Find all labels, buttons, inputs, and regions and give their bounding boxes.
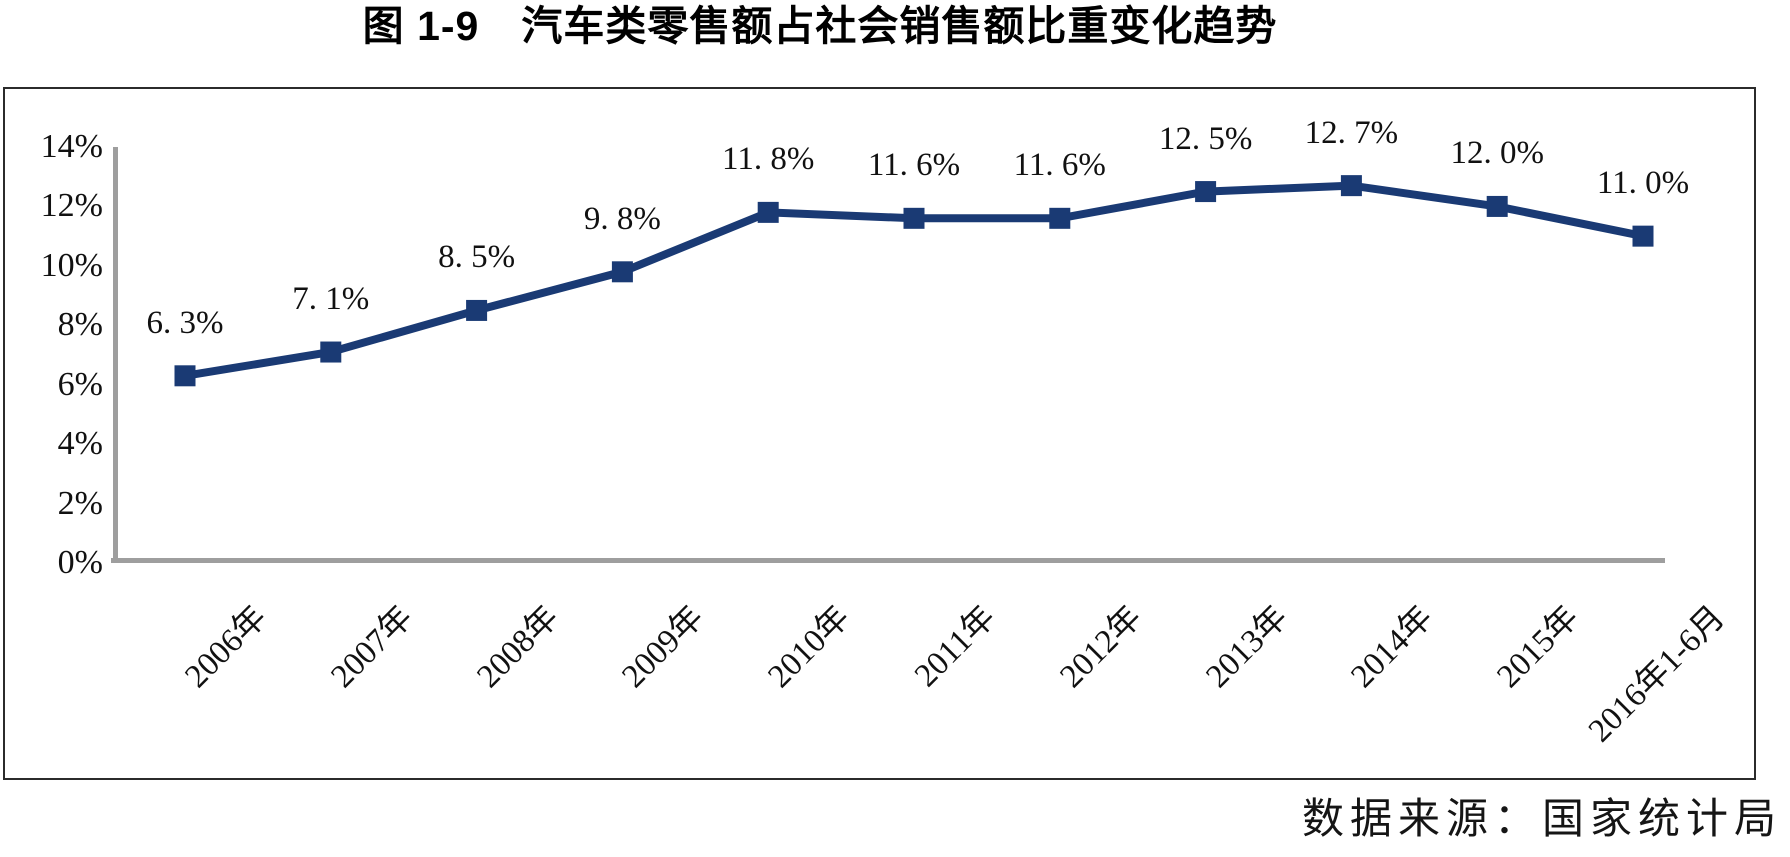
y-axis-line xyxy=(113,147,118,563)
data-point-marker xyxy=(1049,207,1071,229)
data-point-marker xyxy=(174,365,196,387)
y-tick-label: 8% xyxy=(57,306,103,344)
data-point-label: 6. 3% xyxy=(146,304,224,341)
data-point-marker xyxy=(611,261,633,283)
line-chart-plot xyxy=(111,147,1665,563)
figure-title: 图 1-9 汽车类零售额占社会销售额比重变化趋势 xyxy=(362,3,1278,49)
y-tick-label: 10% xyxy=(40,246,103,284)
source-note: 数据来源：国家统计局 xyxy=(1301,797,1782,843)
data-point-label: 11. 6% xyxy=(1013,147,1106,184)
data-point-marker xyxy=(757,201,779,223)
y-tick-label: 12% xyxy=(40,187,103,225)
data-point-marker xyxy=(1340,175,1362,197)
chart-frame: 0% 2% 4% 6% 8% 10% 12% 14% 6. 3% 7. 1% 8. 5% 9. 8%… xyxy=(3,87,1756,780)
y-tick-label: 6% xyxy=(57,365,103,403)
data-point-marker xyxy=(1632,225,1654,247)
data-point-label: 11. 0% xyxy=(1596,165,1690,202)
data-point-label: 8. 5% xyxy=(438,239,516,276)
data-point-marker xyxy=(903,207,925,229)
x-axis-line xyxy=(111,558,1665,563)
data-point-marker xyxy=(1195,181,1217,203)
data-point-marker xyxy=(1486,195,1508,217)
data-point-marker xyxy=(320,341,342,363)
data-point-label: 12. 0% xyxy=(1450,135,1544,172)
data-point-label: 11. 8% xyxy=(722,141,815,178)
data-point-label: 7. 1% xyxy=(292,281,370,318)
y-tick-label: 2% xyxy=(57,484,103,522)
data-point-label: 9. 8% xyxy=(583,200,661,237)
y-tick-label: 4% xyxy=(57,425,103,463)
data-point-marker xyxy=(466,299,488,321)
data-point-label: 11. 6% xyxy=(867,147,961,184)
data-point-label: 12. 5% xyxy=(1158,120,1253,157)
y-tick-label: 14% xyxy=(40,128,103,165)
y-tick-label: 0% xyxy=(57,544,103,581)
data-point-label: 12. 7% xyxy=(1304,114,1399,151)
